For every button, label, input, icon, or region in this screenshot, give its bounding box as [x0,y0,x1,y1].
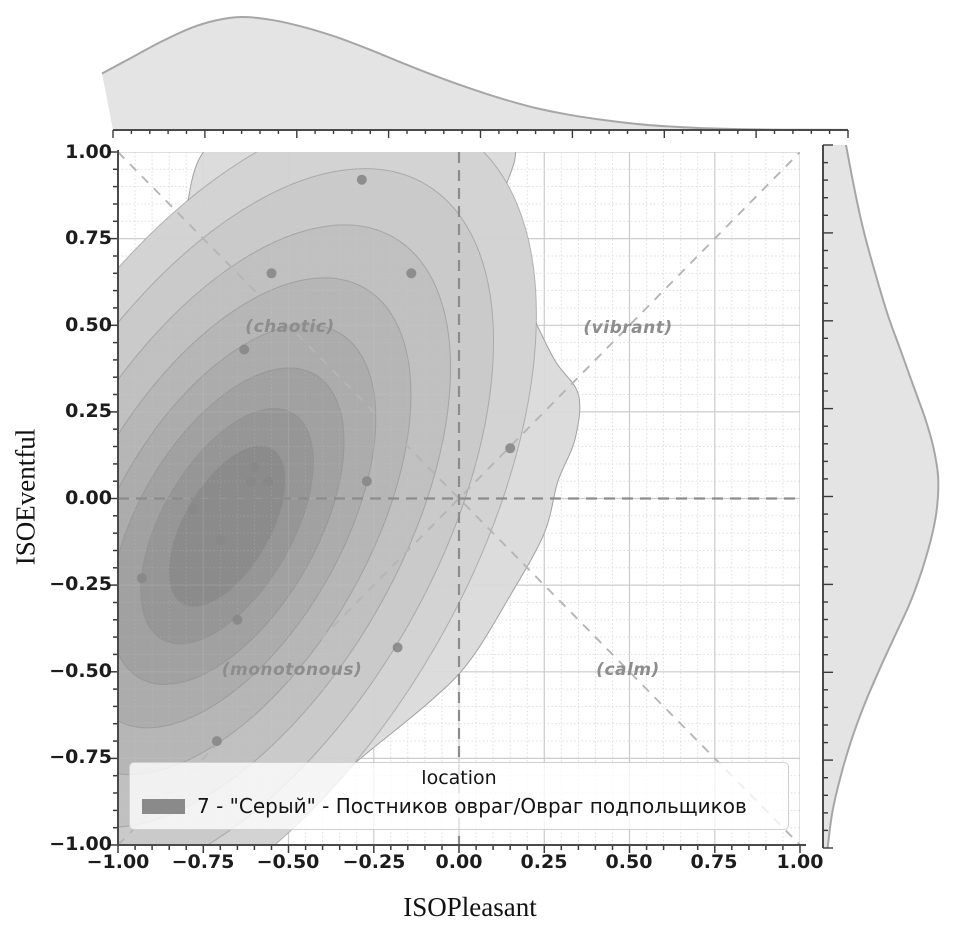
y-tick-label: 0.75 [65,227,112,249]
y-tick-label: 0.50 [65,314,112,336]
quadrant-label-vibrant: (vibrant) [583,318,673,338]
legend-entry-label: 7 - "Серый" - Постников овраг/Овраг подп… [197,794,747,818]
x-tick-label: 0.00 [435,851,483,873]
y-tick-label: −1.00 [49,833,112,855]
y-tick-label: −0.25 [49,573,112,595]
x-tick-label: 0.25 [520,851,568,873]
y-tick-label: 0.00 [65,487,112,509]
x-axis-title: ISOPleasant [403,892,537,922]
y-tick-label: 1.00 [65,141,112,163]
x-tick-label: −0.50 [256,851,320,873]
legend-entry: 7 - "Серый" - Постников овраг/Овраг подп… [142,794,776,818]
legend-title: location [421,767,497,789]
quadrant-label-chaotic: (chaotic) [245,317,335,337]
y-tick-label: 0.25 [65,400,112,422]
quadrant-label-calm: (calm) [596,660,660,680]
quadrant-label-monotonous: (monotonous) [221,660,363,680]
y-axis-title: ISOEventful [10,428,41,566]
x-tick-label: 1.00 [776,851,824,873]
legend-swatch [142,798,185,814]
x-tick-label: −0.75 [171,851,235,873]
x-tick-label: −0.25 [342,851,406,873]
y-tick-label: −0.75 [49,746,112,768]
x-tick-label: 0.75 [690,851,738,873]
legend-box: location 7 - "Серый" - Постников овраг/О… [129,762,789,830]
x-tick-label: 0.50 [605,851,653,873]
x-tick-label: −1.00 [86,851,150,873]
y-tick-label: −0.50 [49,660,112,682]
